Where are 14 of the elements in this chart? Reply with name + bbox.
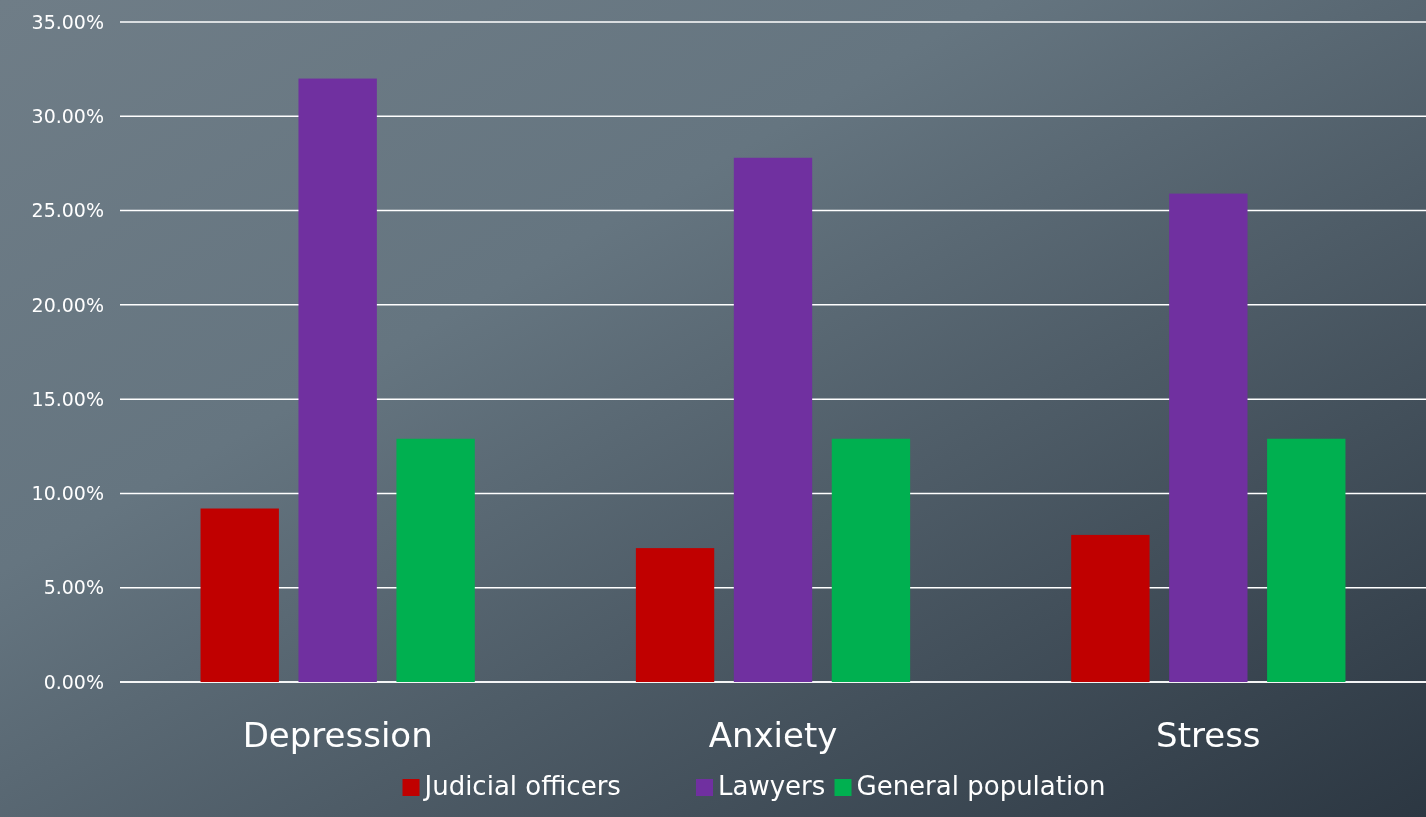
y-tick-label: 0.00% (43, 670, 104, 693)
y-tick-label: 10.00% (31, 482, 104, 505)
y-tick-label: 25.00% (31, 199, 104, 222)
y-tick-label: 35.00% (31, 10, 104, 33)
y-tick-label: 15.00% (31, 387, 104, 410)
legend-label: Lawyers (718, 771, 826, 801)
x-tick-label: Depression (242, 715, 433, 755)
y-tick-label: 5.00% (43, 576, 104, 599)
x-tick-label: Anxiety (708, 715, 838, 755)
legend-label: Judicial officers (422, 771, 621, 801)
legend-label: General population (856, 771, 1106, 801)
y-tick-label: 20.00% (31, 293, 104, 316)
x-tick-label: Stress (1156, 715, 1261, 755)
y-tick-label: 30.00% (31, 104, 104, 127)
